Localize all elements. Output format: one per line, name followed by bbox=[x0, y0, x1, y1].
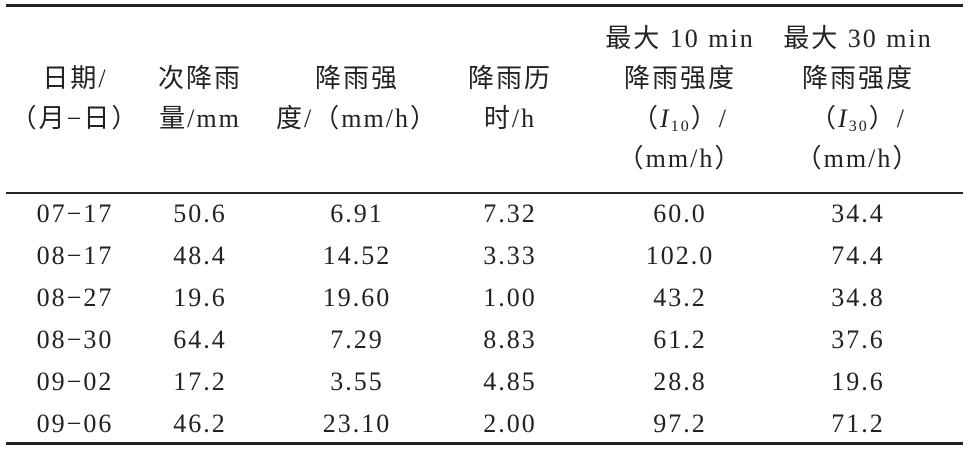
table-cell: 3.55 bbox=[330, 367, 384, 396]
table-cell: 6.91 bbox=[330, 199, 384, 228]
table-cell: 61.2 bbox=[653, 325, 707, 354]
symbol: I bbox=[838, 104, 849, 133]
table-cell: 19.6 bbox=[173, 283, 227, 312]
table-cell: 34.8 bbox=[831, 283, 885, 312]
header-line: 时/h bbox=[483, 104, 537, 133]
header-rule bbox=[6, 192, 963, 194]
table-cell: 8.83 bbox=[483, 325, 537, 354]
table-cell: 09−02 bbox=[36, 367, 114, 396]
bottom-rule bbox=[6, 442, 963, 445]
header-line: 度/（mm/h） bbox=[276, 104, 438, 133]
table-cell: 09−06 bbox=[36, 409, 114, 438]
table-cell: 43.2 bbox=[653, 283, 707, 312]
table-cell: 08−30 bbox=[36, 325, 114, 354]
symbol: I bbox=[660, 104, 671, 133]
subscript: 30 bbox=[848, 118, 869, 135]
table-cell: 34.4 bbox=[831, 199, 885, 228]
table-cell: 28.8 bbox=[653, 367, 707, 396]
table-cell: 60.0 bbox=[653, 199, 707, 228]
header-line: （I10）/ bbox=[605, 99, 754, 139]
table-cell: 2.00 bbox=[483, 409, 537, 438]
header-cell: 日期/ （月−日） bbox=[11, 59, 140, 139]
top-rule bbox=[6, 4, 963, 7]
table-cell: 19.6 bbox=[831, 367, 885, 396]
table-cell: 97.2 bbox=[653, 409, 707, 438]
header-line: 降雨强度 bbox=[623, 64, 737, 93]
header-cell: 次降雨量/mm bbox=[158, 59, 242, 139]
table-cell: 07−17 bbox=[36, 199, 114, 228]
table-cell: 37.6 bbox=[831, 325, 885, 354]
header-line: 降雨强度 bbox=[801, 64, 915, 93]
table-cell: 7.32 bbox=[483, 199, 537, 228]
table-cell: 14.52 bbox=[322, 241, 392, 270]
subscript: 10 bbox=[670, 118, 691, 135]
header-line: （mm/h） bbox=[795, 144, 921, 173]
header-line: 最大 30 min bbox=[783, 24, 933, 53]
table-cell: 17.2 bbox=[173, 367, 227, 396]
table-cell: 19.60 bbox=[322, 283, 392, 312]
header-cell: 最大 30 min 降雨强度 （I30）/ （mm/h） bbox=[783, 19, 932, 179]
header-line: （I30）/ bbox=[783, 99, 932, 139]
header-line: （月−日） bbox=[10, 104, 140, 133]
paren: （ bbox=[810, 104, 839, 133]
paren: ）/ bbox=[868, 104, 906, 133]
header-cell: 最大 10 min 降雨强度 （I10）/ （mm/h） bbox=[605, 19, 754, 179]
header-line: （mm/h） bbox=[617, 144, 743, 173]
header-line: 降雨强 bbox=[314, 64, 399, 93]
table-cell: 71.2 bbox=[831, 409, 885, 438]
table-cell: 7.29 bbox=[330, 325, 384, 354]
table-cell: 102.0 bbox=[645, 241, 715, 270]
table-cell: 4.85 bbox=[483, 367, 537, 396]
header-line: 降雨历 bbox=[467, 64, 553, 93]
table-cell: 74.4 bbox=[831, 241, 885, 270]
header-cell: 降雨历时/h bbox=[468, 59, 552, 139]
table-cell: 48.4 bbox=[173, 241, 227, 270]
header-line: 最大 10 min bbox=[605, 24, 755, 53]
table-cell: 23.10 bbox=[322, 409, 392, 438]
header-line: 量/mm bbox=[159, 104, 241, 133]
table-cell: 1.00 bbox=[483, 283, 537, 312]
table-cell: 08−27 bbox=[36, 283, 114, 312]
table-cell: 64.4 bbox=[173, 325, 227, 354]
header-line: 次降雨 bbox=[157, 64, 243, 93]
header-cell: 降雨强度/（mm/h） bbox=[276, 59, 438, 139]
table-cell: 08−17 bbox=[36, 241, 114, 270]
paren: ）/ bbox=[690, 104, 728, 133]
header-line: 日期/ bbox=[42, 64, 108, 93]
paren: （ bbox=[632, 104, 661, 133]
table-cell: 50.6 bbox=[173, 199, 227, 228]
table-cell: 3.33 bbox=[483, 241, 537, 270]
table-cell: 46.2 bbox=[173, 409, 227, 438]
